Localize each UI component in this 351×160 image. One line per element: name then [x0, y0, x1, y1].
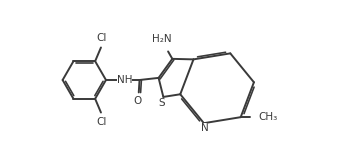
- Text: CH₃: CH₃: [258, 112, 278, 122]
- Text: Cl: Cl: [96, 117, 107, 127]
- Text: N: N: [200, 123, 208, 133]
- Text: NH: NH: [117, 75, 132, 85]
- Text: Cl: Cl: [96, 33, 107, 43]
- Text: S: S: [159, 98, 165, 108]
- Text: O: O: [134, 96, 142, 106]
- Text: H₂N: H₂N: [152, 34, 172, 44]
